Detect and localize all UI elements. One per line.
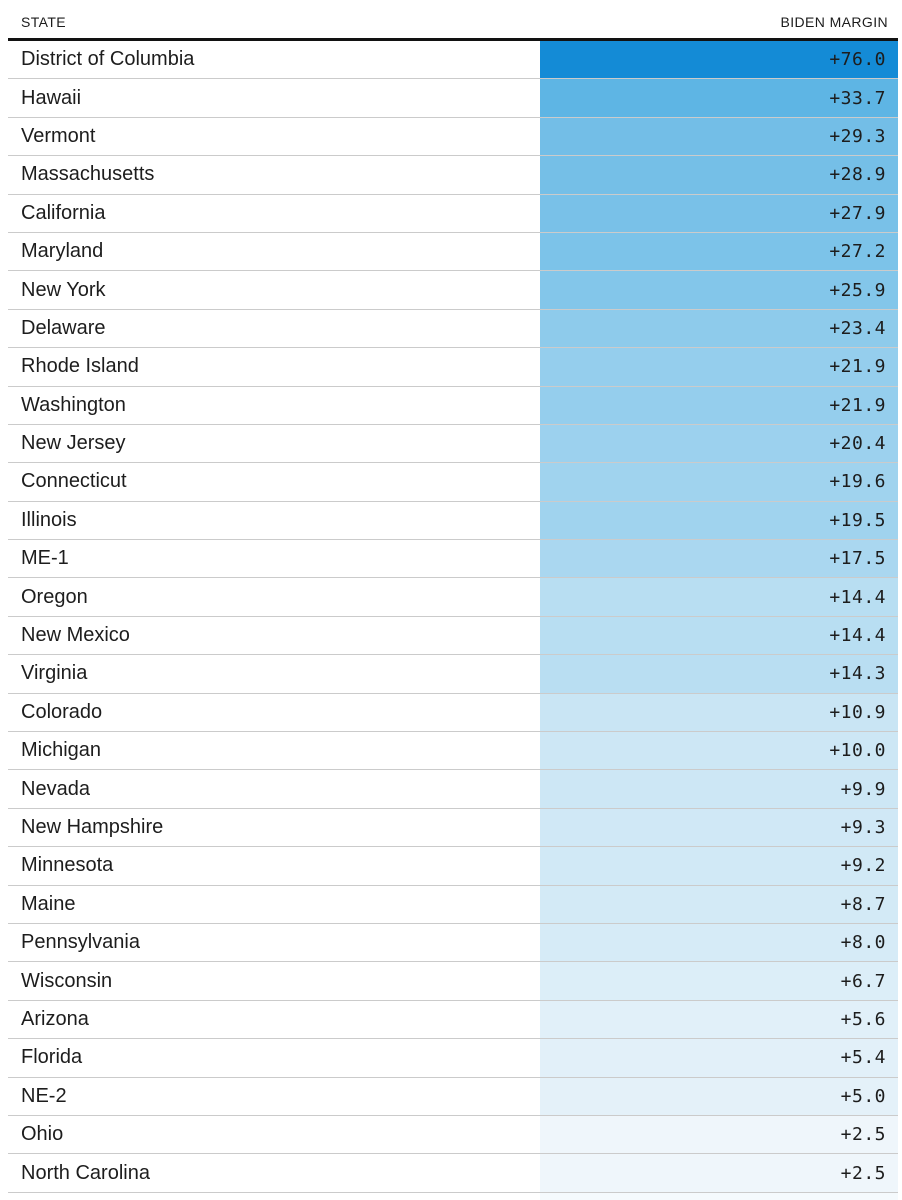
table-row: Washington +21.9 xyxy=(8,386,898,425)
margin-value-cell: +10.9 xyxy=(540,693,898,732)
state-name-cell: Ohio xyxy=(21,1123,64,1146)
table-row: Virginia +14.3 xyxy=(8,655,898,694)
state-name-cell: ME-1 xyxy=(21,547,69,570)
table-row: North Carolina +2.5 xyxy=(8,1154,898,1193)
margin-value-cell: +28.9 xyxy=(540,156,898,194)
margin-value-cell: +21.9 xyxy=(540,348,898,386)
margin-value-cell: +14.4 xyxy=(540,616,898,655)
table-row: New Hampshire +9.3 xyxy=(8,808,898,848)
margin-value-cell: +29.3 xyxy=(540,117,898,156)
state-name-cell: New York xyxy=(21,278,106,301)
state-name-cell: Pennsylvania xyxy=(21,931,140,954)
state-name-cell: Minnesota xyxy=(21,854,114,877)
margin-value-cell: +14.3 xyxy=(540,655,898,693)
table-row: New Mexico +14.4 xyxy=(8,616,898,656)
table-body: District of Columbia +76.0 Hawaii +33.7 … xyxy=(8,41,898,1193)
table-row: Ohio +2.5 xyxy=(8,1115,898,1155)
table-row: New Jersey +20.4 xyxy=(8,424,898,464)
margin-value-cell: +6.7 xyxy=(540,962,898,1000)
state-name-cell: Vermont xyxy=(21,124,96,147)
state-name-cell: Maryland xyxy=(21,240,104,263)
state-name-cell: Virginia xyxy=(21,662,88,685)
table-row: Wisconsin +6.7 xyxy=(8,962,898,1001)
state-name-cell: Rhode Island xyxy=(21,355,139,378)
table-row: Oregon +14.4 xyxy=(8,578,898,617)
state-name-cell: Florida xyxy=(21,1046,83,1069)
margin-value-cell: +5.0 xyxy=(540,1077,898,1115)
partial-next-row xyxy=(8,1192,898,1200)
table-row: Florida +5.4 xyxy=(8,1039,898,1078)
margin-value-cell: +19.6 xyxy=(540,463,898,501)
state-name-cell: North Carolina xyxy=(21,1161,150,1184)
table-row: New York +25.9 xyxy=(8,271,898,310)
table-row: Arizona +5.6 xyxy=(8,1000,898,1040)
margin-value-cell: +2.5 xyxy=(540,1154,898,1192)
margin-value-cell: +9.2 xyxy=(540,847,898,885)
biden-margin-table: STATE BIDEN MARGIN District of Columbia … xyxy=(8,0,898,1200)
state-name-cell: Washington xyxy=(21,393,126,416)
state-name-cell: California xyxy=(21,201,106,224)
state-name-cell: Wisconsin xyxy=(21,969,113,992)
margin-value-cell: +27.2 xyxy=(540,232,898,271)
state-name-cell: Oregon xyxy=(21,585,88,608)
state-name-cell: Arizona xyxy=(21,1007,89,1030)
margin-value-cell: +2.5 xyxy=(540,1115,898,1154)
margin-value-cell: +21.9 xyxy=(540,386,898,424)
state-name-cell: New Jersey xyxy=(21,432,126,455)
state-name-cell: NE-2 xyxy=(21,1084,67,1107)
table-row: Nevada +9.9 xyxy=(8,770,898,809)
state-name-cell: Colorado xyxy=(21,700,103,723)
state-name-cell: Hawaii xyxy=(21,86,82,109)
table-row: Delaware +23.4 xyxy=(8,309,898,349)
table-header-row: STATE BIDEN MARGIN xyxy=(8,0,898,41)
state-name-cell: New Mexico xyxy=(21,624,130,647)
partial-margin-cell xyxy=(540,1192,898,1200)
state-column-header: STATE xyxy=(21,13,67,30)
margin-value-cell: +8.0 xyxy=(540,923,898,962)
table-row: Connecticut +19.6 xyxy=(8,463,898,502)
margin-value-cell: +25.9 xyxy=(540,271,898,309)
margin-value-cell: +76.0 xyxy=(540,41,898,79)
state-name-cell: Massachusetts xyxy=(21,163,155,186)
margin-value-cell: +19.5 xyxy=(540,501,898,540)
state-name-cell: District of Columbia xyxy=(21,48,195,71)
state-name-cell: Michigan xyxy=(21,739,102,762)
table-row: Colorado +10.9 xyxy=(8,693,898,733)
state-name-cell: Maine xyxy=(21,892,76,915)
table-row: Hawaii +33.7 xyxy=(8,79,898,118)
table-row: Maine +8.7 xyxy=(8,885,898,924)
margin-value-cell: +8.7 xyxy=(540,885,898,923)
state-name-cell: Illinois xyxy=(21,508,77,531)
table-row: Vermont +29.3 xyxy=(8,117,898,157)
margin-value-cell: +17.5 xyxy=(540,540,898,578)
margin-value-cell: +10.0 xyxy=(540,732,898,770)
biden-margin-column-header: BIDEN MARGIN xyxy=(780,13,888,30)
state-name-cell: Delaware xyxy=(21,316,106,339)
margin-value-cell: +27.9 xyxy=(540,194,898,232)
table-row: Rhode Island +21.9 xyxy=(8,348,898,387)
margin-value-cell: +23.4 xyxy=(540,309,898,348)
state-name-cell: Connecticut xyxy=(21,470,127,493)
table-row: Michigan +10.0 xyxy=(8,732,898,771)
table-row: Massachusetts +28.9 xyxy=(8,156,898,195)
margin-value-cell: +5.6 xyxy=(540,1000,898,1039)
table-row: Illinois +19.5 xyxy=(8,501,898,541)
margin-value-cell: +9.9 xyxy=(540,770,898,808)
table-row: NE-2 +5.0 xyxy=(8,1077,898,1116)
state-name-cell: Nevada xyxy=(21,777,90,800)
margin-value-cell: +5.4 xyxy=(540,1039,898,1077)
table-row: ME-1 +17.5 xyxy=(8,540,898,579)
table-row: Minnesota +9.2 xyxy=(8,847,898,886)
table-row: Maryland +27.2 xyxy=(8,232,898,272)
table-row: California +27.9 xyxy=(8,194,898,233)
margin-value-cell: +20.4 xyxy=(540,424,898,463)
margin-value-cell: +33.7 xyxy=(540,79,898,117)
state-name-cell: New Hampshire xyxy=(21,816,164,838)
margin-value-cell: +14.4 xyxy=(540,578,898,616)
table-row: District of Columbia +76.0 xyxy=(8,41,898,80)
table-row: Pennsylvania +8.0 xyxy=(8,923,898,963)
margin-value-cell: +9.3 xyxy=(540,808,898,847)
partial-state-cell xyxy=(8,1192,540,1200)
